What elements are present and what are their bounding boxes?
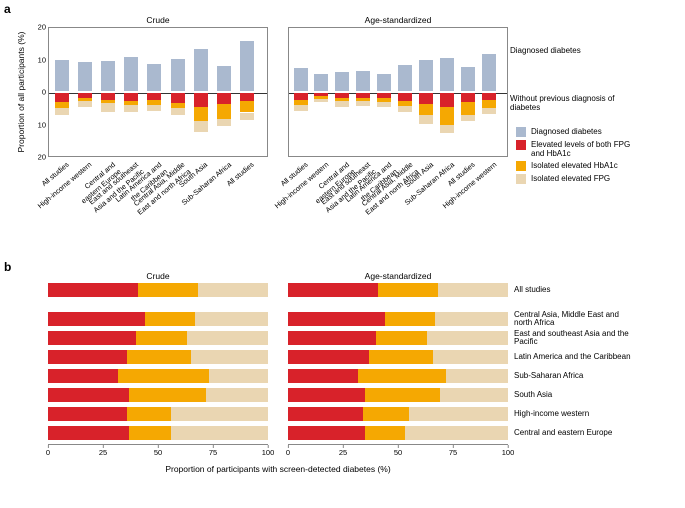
row-label: Latin America and the Caribbean <box>514 349 674 365</box>
row-label: South Asia <box>514 387 674 403</box>
stacked-row <box>288 330 508 346</box>
panel-a-chart-agestd: Age-standardized All studiesHigh-income … <box>288 12 508 172</box>
row-label: Central Asia, Middle East and north Afri… <box>514 311 674 327</box>
panel-b-chart-agestd: Age-standardized 0255075100 <box>288 282 508 459</box>
panel-b-chart-agestd-title: Age-standardized <box>288 271 508 281</box>
row-label: Sub-Saharan Africa <box>514 368 674 384</box>
panel-a-side-top: Diagnosed diabetes <box>510 46 660 55</box>
stacked-row <box>48 311 268 327</box>
stacked-row <box>48 282 268 298</box>
legend-item: Diagnosed diabetes <box>516 127 630 137</box>
panel-a: Proportion of all participants (%) Crude… <box>28 12 668 237</box>
panel-a-chart-crude: Crude 201001020 All studiesHigh-income w… <box>48 12 268 172</box>
panel-a-yaxis: 201001020 <box>30 27 46 157</box>
panel-a-xlabels-agestd: All studiesHigh-income westernCentral an… <box>288 158 508 236</box>
panel-a-legend: Diagnosed diabetes Elevated levels of bot… <box>516 127 630 187</box>
row-label: East and southeast Asia and the Pacific <box>514 330 674 346</box>
panel-a-ylabel: Proportion of all participants (%) <box>16 27 26 157</box>
panel-a-plot-agestd <box>288 27 508 157</box>
stacked-row <box>288 311 508 327</box>
stacked-row <box>48 368 268 384</box>
row-label: High-income western <box>514 406 674 422</box>
panel-b-chart-crude: Crude 0255075100 <box>48 282 268 459</box>
stacked-row <box>48 349 268 365</box>
stacked-row <box>48 330 268 346</box>
panel-a-chart-agestd-title: Age-standardized <box>288 15 508 25</box>
stacked-row <box>288 282 508 298</box>
panel-b: Crude 0255075100 Age-standardized 025507… <box>28 270 668 495</box>
panel-b-row-labels: All studies Central Asia, Middle East and… <box>514 282 674 444</box>
panel-b-chart-crude-title: Crude <box>48 271 268 281</box>
legend-item: Isolated elevated HbA1c <box>516 161 630 171</box>
row-label: All studies <box>514 282 674 298</box>
stacked-row <box>288 387 508 403</box>
panel-b-label: b <box>4 260 11 274</box>
panel-a-side-bottom: Without previous diagnosis of diabetes <box>510 94 660 112</box>
legend-item: Elevated levels of both FPG and HbA1c <box>516 140 630 158</box>
stacked-row <box>48 387 268 403</box>
panel-a-xlabels-crude: All studiesHigh-income westernCentral an… <box>48 158 268 236</box>
row-label: Central and eastern Europe <box>514 425 674 441</box>
panel-a-plot-crude <box>48 27 268 157</box>
figure: a b Proportion of all participants (%) C… <box>0 0 685 508</box>
stacked-row <box>288 406 508 422</box>
panel-a-label: a <box>4 2 11 16</box>
stacked-row <box>288 425 508 441</box>
stacked-row <box>48 406 268 422</box>
stacked-row <box>288 349 508 365</box>
panel-b-xlabel: Proportion of participants with screen-d… <box>48 464 508 474</box>
panel-a-chart-crude-title: Crude <box>48 15 268 25</box>
legend-item: Isolated elevated FPG <box>516 174 630 184</box>
stacked-row <box>48 425 268 441</box>
stacked-row <box>288 368 508 384</box>
